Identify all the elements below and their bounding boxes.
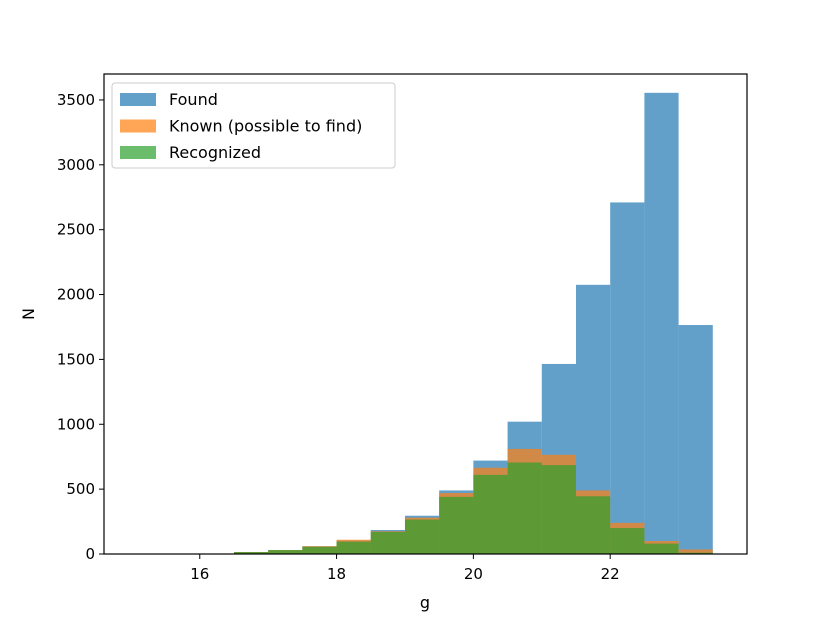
bars-layer (233, 92, 713, 554)
bar-recognized-13 (678, 552, 713, 554)
y-tick-label: 2000 (57, 286, 95, 304)
bar-found-13 (678, 325, 713, 554)
legend-swatch (120, 119, 156, 133)
y-tick-label: 0 (85, 545, 95, 563)
bar-recognized-12 (644, 543, 679, 554)
x-axis-label: g (420, 593, 430, 612)
bar-recognized-7 (473, 474, 508, 554)
bar-found-12 (644, 92, 679, 554)
bar-recognized-4 (370, 531, 405, 554)
legend-box (111, 82, 396, 169)
legend-entry-label: Found (169, 90, 218, 109)
plot-frame (103, 73, 748, 555)
x-tick-label: 22 (601, 565, 620, 583)
axes-layer: 16 18 20 22 0 500 1000 1500 2000 2500 3000 3500 (57, 73, 748, 583)
y-tick-label: 500 (66, 480, 95, 498)
y-tick-label: 3500 (57, 91, 95, 109)
y-tick-label: 3000 (57, 156, 95, 174)
y-axis-label: N (19, 308, 38, 320)
x-tick-label: 16 (190, 565, 209, 583)
bar-recognized-10 (575, 496, 611, 554)
y-tick-label: 1500 (57, 350, 95, 368)
y-tick-label: 2500 (57, 221, 95, 239)
legend-swatch (120, 146, 156, 159)
y-tick-label: 1000 (57, 415, 95, 433)
bar-recognized-3 (336, 541, 371, 554)
bar-recognized-2 (302, 546, 337, 554)
bar-recognized-8 (507, 462, 542, 554)
legend-entry-label: Recognized (169, 143, 261, 162)
x-tick-label: 20 (464, 565, 483, 583)
legend: Found Known (possible to find) Recognized (111, 82, 396, 169)
bar-recognized-0 (233, 552, 269, 554)
legend-entry-label: Known (possible to find) (169, 117, 362, 136)
bar-recognized-11 (610, 528, 645, 554)
bar-recognized-5 (404, 519, 440, 554)
bar-recognized-6 (439, 496, 474, 554)
x-tick-label: 18 (327, 565, 346, 583)
legend-swatch (120, 93, 156, 106)
bar-known-possible-to-find-13 (678, 549, 713, 554)
bar-found-11 (610, 202, 645, 554)
bar-recognized-9 (541, 465, 576, 554)
bar-recognized-1 (268, 550, 303, 554)
